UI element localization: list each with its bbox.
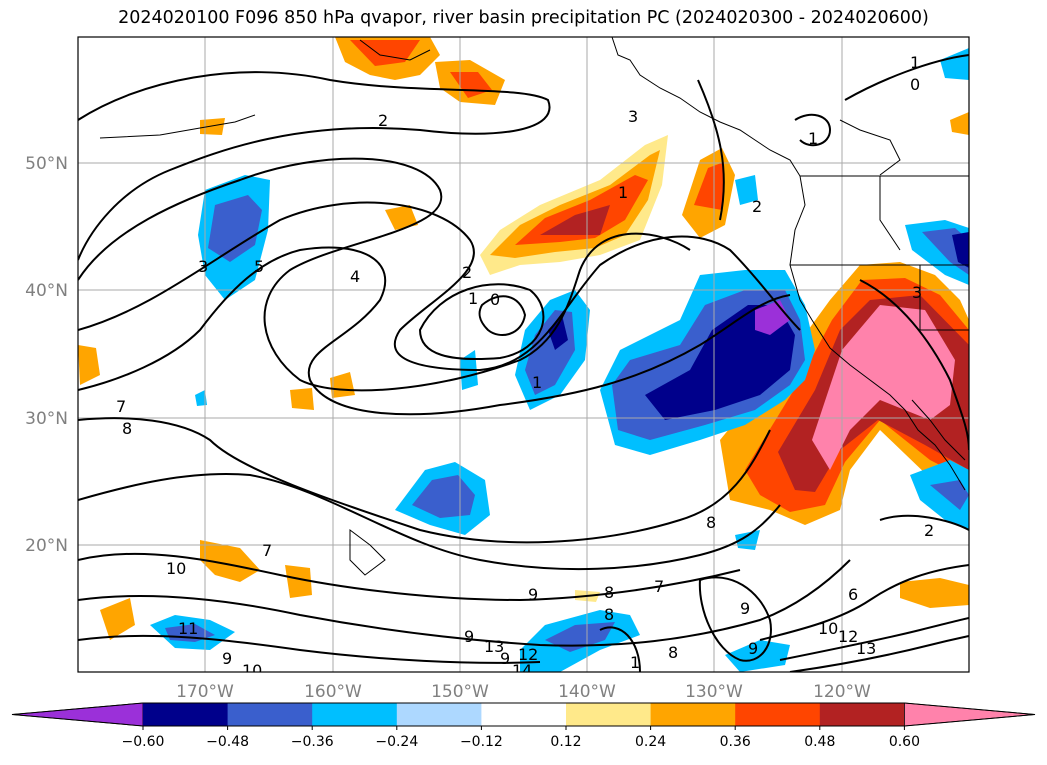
contour-label: 5: [254, 257, 264, 276]
contour-label: 8: [604, 583, 614, 602]
contour-label: 11: [178, 619, 198, 638]
lat-label: 40°N: [25, 281, 68, 301]
contour-label: 0: [490, 290, 500, 309]
lon-label: 140°W: [558, 682, 616, 702]
contour-label: 9: [222, 649, 232, 668]
graticule: [78, 37, 969, 672]
colorbar-swatch: [227, 703, 313, 726]
contour-label: 7: [116, 397, 126, 416]
contour-label: 13: [856, 639, 876, 658]
colorbar-tick-label: −0.48: [206, 734, 249, 750]
contour-label: 3: [628, 107, 638, 126]
lat-label: 20°N: [25, 536, 68, 556]
colorbar-swatch: [312, 703, 398, 726]
colorbar-tick-label: −0.12: [460, 734, 503, 750]
precip-positive-shading: [78, 37, 969, 640]
colorbar-tick-label: −0.60: [122, 734, 165, 750]
latitude-labels: 50°N 40°N 30°N 20°N: [25, 154, 68, 556]
lat-label: 50°N: [25, 154, 68, 174]
contour-label: 1: [910, 53, 920, 72]
contour-label: 8: [668, 643, 678, 662]
lon-label: 130°W: [685, 682, 743, 702]
colorbar-extend-max: [904, 702, 1036, 727]
colorbar-swatch: [481, 703, 567, 726]
lon-label: 120°W: [813, 682, 871, 702]
contour-label: 4: [350, 267, 360, 286]
colorbar-tick-label: 0.48: [804, 734, 835, 750]
contour-label: 2: [462, 263, 472, 282]
colorbar-swatch: [143, 703, 229, 726]
map-area: 1 0 1 2 3 1 2 3 4 5 3 2 1 0 7 8 7 10 11 …: [78, 37, 969, 680]
colorbar-tick-label: −0.36: [291, 734, 334, 750]
contour-label: 14: [512, 661, 532, 680]
contour-label: 10: [166, 559, 186, 578]
contour-label: 1: [630, 653, 640, 672]
contour-label: 9: [464, 627, 474, 646]
contour-label: 8: [122, 419, 132, 438]
map-frame: [77, 36, 970, 673]
colorbar-swatch: [735, 703, 821, 726]
colorbar-swatch: [650, 703, 736, 726]
contour-label: 2: [378, 111, 388, 130]
contour-label: 2: [924, 521, 934, 540]
contour-label: 10: [818, 619, 838, 638]
contour-label: 12: [838, 627, 858, 646]
contour-label: 1: [532, 373, 542, 392]
coastlines: [99, 37, 969, 576]
contour-label: 1: [618, 183, 628, 202]
colorbar-swatch: [566, 703, 652, 726]
contour-label: 8: [706, 513, 716, 532]
longitude-labels: 170°W 160°W 150°W 140°W 130°W 120°W: [176, 682, 871, 702]
contour-label: 8: [604, 605, 614, 624]
contour-label: 1: [808, 129, 818, 148]
contour-label: 9: [528, 585, 538, 604]
lon-label: 150°W: [431, 682, 489, 702]
qvapor-contours: [78, 54, 969, 672]
contour-label: 9: [500, 649, 510, 668]
contour-label: 10: [242, 661, 262, 680]
contour-label: 3: [912, 283, 922, 302]
colorbar-tick-label: 0.12: [550, 734, 581, 750]
colorbar: −0.60 −0.48 −0.36 −0.24 −0.12 0.12 0.24 0.36 0.4…: [11, 702, 1036, 750]
colorbar-tick-label: 0.24: [635, 734, 666, 750]
lon-label: 160°W: [304, 682, 362, 702]
contour-label: 13: [484, 637, 504, 656]
colorbar-extend-min: [11, 702, 144, 727]
contour-label: 9: [740, 599, 750, 618]
contour-label: 7: [262, 541, 272, 560]
contour-label: 6: [848, 585, 858, 604]
colorbar-swatch: [396, 703, 482, 726]
contour-label: 0: [910, 75, 920, 94]
contour-label: 3: [198, 257, 208, 276]
contour-labels: 1 0 1 2 3 1 2 3 4 5 3 2 1 0 7 8 7 10 11 …: [116, 53, 934, 680]
contour-label: 1: [468, 289, 478, 308]
lat-label: 30°N: [25, 409, 68, 429]
colorbar-swatch: [819, 703, 905, 726]
colorbar-tick-label: 0.60: [889, 734, 920, 750]
colorbar-tick-label: −0.24: [375, 734, 418, 750]
colorbar-tick-label: 0.36: [720, 734, 751, 750]
map-title: 2024020100 F096 850 hPa qvapor, river ba…: [118, 8, 929, 28]
lon-label: 170°W: [176, 682, 234, 702]
contour-label: 12: [518, 645, 538, 664]
contour-label: 9: [748, 639, 758, 658]
contour-label: 2: [752, 197, 762, 216]
contour-label: 7: [654, 577, 664, 596]
